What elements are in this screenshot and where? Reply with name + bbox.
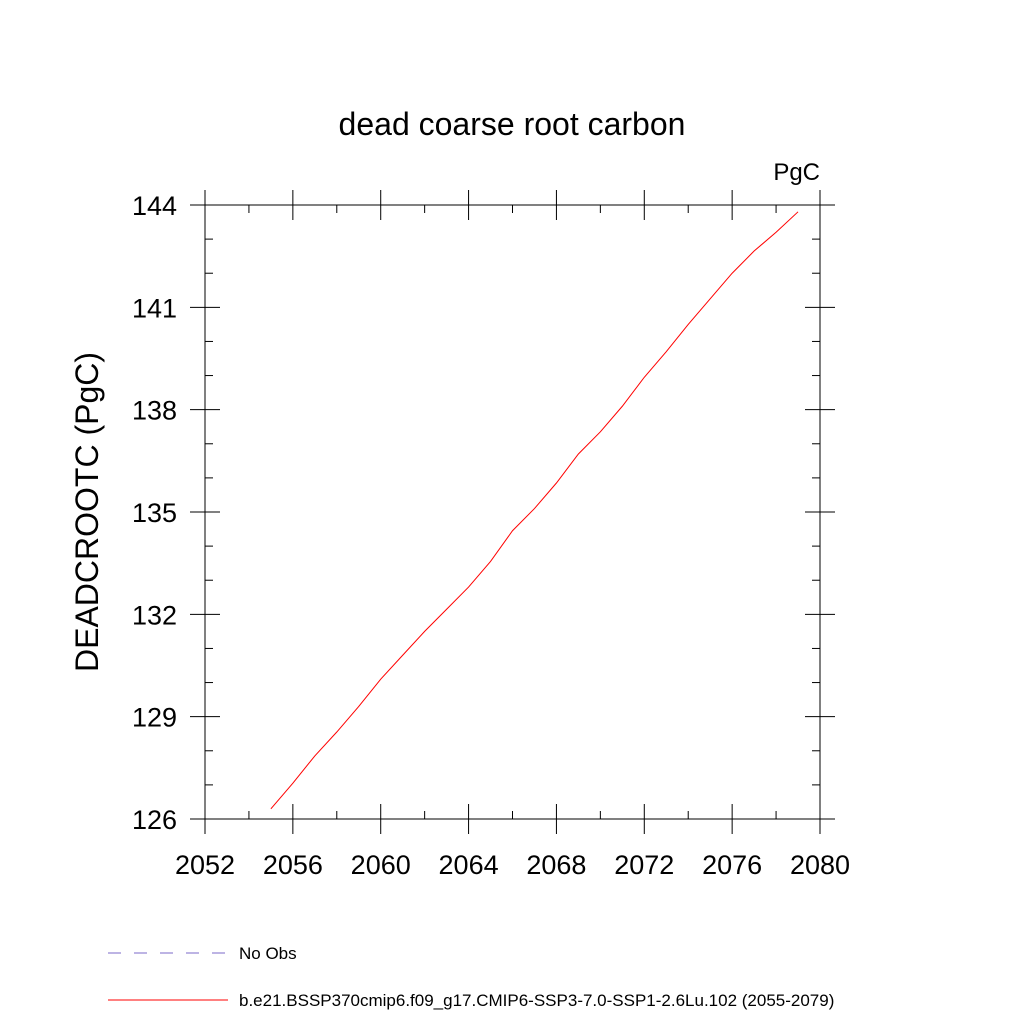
legend-label: No Obs [239,944,297,963]
series-layer [270,211,799,810]
major-ticks [190,190,835,834]
series-line [270,211,799,810]
plot-frame [204,204,821,820]
y-tick-label: 138 [132,396,177,426]
minor-ticks [205,205,820,819]
y-tick-label: 135 [132,498,177,528]
legend-label: b.e21.BSSP370cmip6.f09_g17.CMIP6-SSP3-7.… [239,991,834,1010]
x-tick-label: 2060 [351,850,411,880]
y-tick-label: 141 [132,293,177,323]
y-tick-label: 126 [132,805,177,835]
x-tick-label: 2052 [175,850,235,880]
units-label: PgC [773,159,820,186]
x-tick-label: 2056 [263,850,323,880]
tick-labels: 2052 2056 2060 2064 2068 2072 2076 2080 126 129 13… [132,191,850,880]
y-tick-label: 144 [132,191,177,221]
y-axis-label: DEADCROOTC (PgC) [69,352,105,672]
y-tick-label: 129 [132,703,177,733]
chart-title: dead coarse root carbon [339,106,686,142]
x-tick-label: 2076 [702,850,762,880]
legend: No Obs b.e21.BSSP370cmip6.f09_g17.CMIP6-S… [108,944,834,1010]
x-tick-label: 2064 [439,850,499,880]
x-tick-label: 2080 [790,850,850,880]
y-tick-label: 132 [132,600,177,630]
x-tick-label: 2068 [526,850,586,880]
x-tick-label: 2072 [614,850,674,880]
